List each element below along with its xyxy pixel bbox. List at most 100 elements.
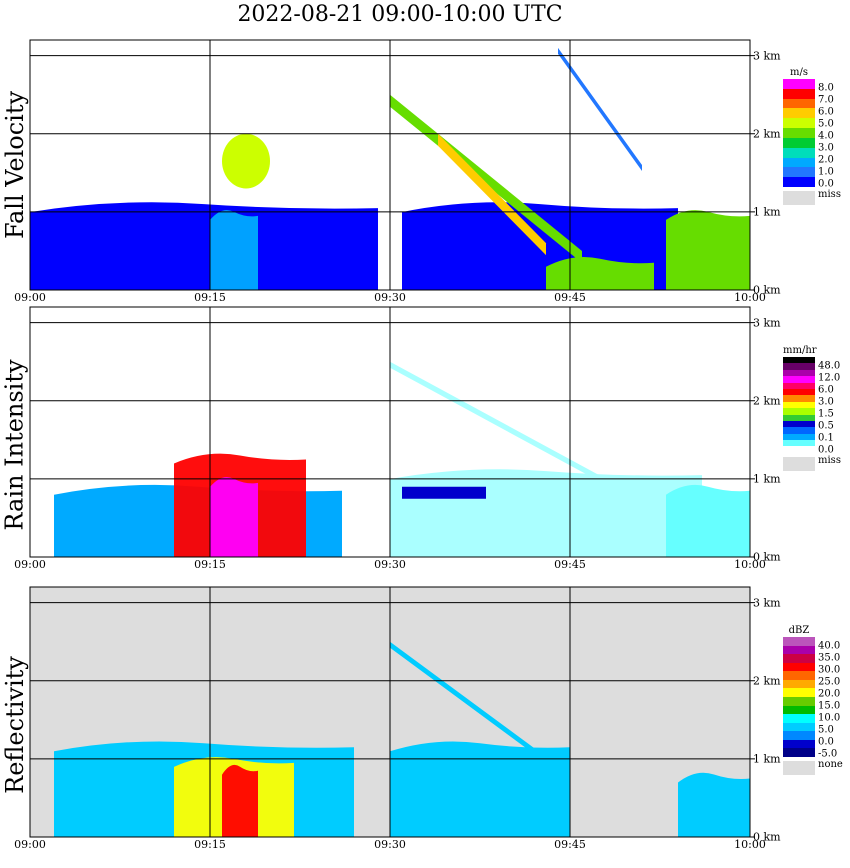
reflectivity-colorbar-swatch [783, 671, 815, 680]
fall-velocity-colorbar-missing-label: miss [818, 188, 841, 200]
reflectivity-colorbar-label: 25.0 [818, 676, 841, 688]
reflectivity-colorbar-label: -5.0 [818, 748, 838, 760]
reflectivity-echo-6 [678, 772, 750, 837]
rain-intensity-ylabel: Rain Intensity [1, 359, 30, 531]
rain-intensity-colorbar-swatch [783, 433, 815, 441]
fall-velocity-colorbar-swatch [783, 79, 815, 89]
fall-velocity-colorbar-swatch [783, 88, 815, 99]
reflectivity-ytick-label: 3 km [753, 596, 781, 610]
reflectivity-colorbar-label: 15.0 [818, 700, 841, 712]
reflectivity-colorbar-label: 20.0 [818, 688, 841, 700]
rain-intensity-colorbar-swatch [783, 382, 815, 389]
fall-velocity-colorbar-swatch [783, 98, 815, 109]
reflectivity-colorbar-swatch [783, 714, 815, 723]
reflectivity-xtick-label: 09:00 [14, 838, 46, 851]
rain-intensity-colorbar-swatch [783, 427, 815, 434]
reflectivity-colorbar-swatch [783, 679, 815, 689]
fall-velocity-colorbar-swatch [783, 128, 815, 138]
reflectivity-echo-5 [390, 641, 570, 781]
fall-velocity-colorbar-label: 3.0 [818, 142, 834, 154]
fall-velocity-echo-1 [30, 202, 378, 290]
fall-velocity-colorbar-swatch [783, 167, 815, 178]
reflectivity-colorbar-swatch [783, 731, 815, 740]
rain-intensity-colorbar-label: 48.0 [818, 360, 841, 372]
rain-intensity-colorbar: mm/hr 48.0 12.0 6.0 3.0 1.5 0.5 0.1 0.0 miss [783, 345, 843, 471]
rain-intensity-xtick-label: 09:00 [14, 558, 46, 571]
fall-velocity-ytick-label: 3 km [753, 49, 781, 63]
fall-velocity-colorbar: m/s 8.0 7.0 6.0 5.0 4.0 3.0 2.0 1.0 0.0 miss [783, 67, 843, 205]
reflectivity-colorbar-label: 40.0 [818, 640, 841, 652]
fall-velocity-echo-6 [438, 133, 546, 256]
rain-intensity-ytick-label: 3 km [753, 316, 781, 330]
rain-intensity-colorbar-swatch [783, 408, 815, 415]
rain-intensity-echo-6 [390, 361, 606, 485]
rain-intensity-colorbar-missing-label: miss [818, 454, 841, 466]
fall-velocity-colorbar-label: 4.0 [818, 130, 834, 142]
rain-intensity-colorbar-swatch [783, 388, 815, 396]
reflectivity-plot-frame [29, 586, 751, 838]
rain-intensity-colorbar-label: 0.1 [818, 432, 834, 444]
reflectivity-colorbar-swatch [783, 696, 815, 706]
fall-velocity-colorbar-label: 0.0 [818, 178, 834, 190]
reflectivity-echo-4 [390, 741, 570, 837]
rain-intensity-echo-3 [210, 477, 258, 557]
fall-velocity-echo-7 [546, 256, 654, 290]
rain-intensity-colorbar-swatch [783, 369, 815, 377]
reflectivity-xtick-label: 09:30 [374, 838, 406, 851]
reflectivity-echo-3 [222, 764, 258, 837]
rain-intensity-echo-5 [402, 486, 486, 499]
rain-intensity-colorbar-swatch [783, 376, 815, 383]
fall-velocity-xtick-label: 09:30 [374, 291, 406, 304]
reflectivity-colorbar-label: 35.0 [818, 652, 841, 664]
rain-intensity-echo-7 [666, 484, 750, 557]
reflectivity-colorbar-swatch [783, 705, 815, 715]
reflectivity-colorbar-missing-label: none [818, 758, 843, 770]
rain-intensity-xtick-label: 09:45 [554, 558, 586, 571]
rain-intensity-xtick-label: 10:00 [734, 558, 766, 571]
reflectivity-colorbar-swatch [783, 739, 815, 749]
reflectivity-colorbar-label: 5.0 [818, 724, 834, 736]
fall-velocity-plot-frame [29, 39, 751, 291]
rain-intensity-colorbar-label: 1.5 [818, 408, 834, 420]
rain-intensity-panel: Rain Intensity mm/hr 48.0 12.0 6.0 3.0 1.5 0.5… [0, 305, 850, 585]
reflectivity-xtick-label: 09:15 [194, 838, 226, 851]
fall-velocity-colorbar-swatch [783, 157, 815, 168]
fall-velocity-echo-8 [666, 210, 750, 290]
fall-velocity-colorbar-swatch [783, 137, 815, 148]
reflectivity-colorbar-label: 0.0 [818, 736, 834, 748]
reflectivity-panel: Reflectivity dBZ 40.0 35.0 30.0 25.0 20.0 15.0… [0, 585, 850, 865]
fall-velocity-colorbar-swatch [783, 147, 815, 158]
fall-velocity-panel: Fall Velocity m/s 8.0 7.0 6.0 5.0 4.0 3.0 2.0 1.… [0, 25, 850, 305]
fall-velocity-colorbar-label: 8.0 [818, 82, 834, 94]
reflectivity-ytick-label: 1 km [753, 752, 781, 766]
fall-velocity-xtick-label: 09:45 [554, 291, 586, 304]
rain-intensity-colorbar-swatch [783, 395, 815, 402]
reflectivity-colorbar-label: 10.0 [818, 712, 841, 724]
rain-intensity-colorbar-swatch [783, 414, 815, 421]
rain-intensity-colorbar-label: 0.0 [818, 444, 834, 456]
rain-intensity-colorbar-swatch [783, 446, 815, 453]
reflectivity-ytick-label: 2 km [753, 674, 781, 688]
fall-velocity-colorbar-label: 7.0 [818, 94, 834, 106]
reflectivity-ylabel: Reflectivity [1, 656, 29, 794]
rain-intensity-colorbar-label: 12.0 [818, 372, 841, 384]
fall-velocity-echo-9 [558, 47, 642, 171]
rain-intensity-ytick-label: 0 km [753, 550, 781, 564]
rain-intensity-xtick-label: 09:30 [374, 558, 406, 571]
fall-velocity-colorbar-label: 2.0 [818, 154, 834, 166]
reflectivity-colorbar-swatch [783, 722, 815, 732]
rain-intensity-colorbar-swatch [783, 357, 815, 364]
reflectivity-colorbar-label: 30.0 [818, 664, 841, 676]
fall-velocity-xtick-label: 09:15 [194, 291, 226, 304]
rain-intensity-colorbar-label: 6.0 [818, 384, 834, 396]
fall-velocity-echo-4 [222, 133, 270, 189]
reflectivity-colorbar-swatch [783, 662, 815, 672]
reflectivity-colorbar: dBZ 40.0 35.0 30.0 25.0 20.0 15.0 10.0 5.0 0.0 -5.… [783, 625, 843, 775]
chart-title: 2022-08-21 09:00-10:00 UTC [237, 2, 563, 27]
rain-intensity-colorbar-swatch [783, 420, 815, 428]
rain-intensity-colorbar-label: 3.0 [818, 396, 834, 408]
fall-velocity-xtick-label: 10:00 [734, 291, 766, 304]
reflectivity-colorbar-swatch [783, 654, 815, 663]
fall-velocity-ytick-label: 2 km [753, 127, 781, 141]
reflectivity-data-layer [54, 641, 750, 837]
